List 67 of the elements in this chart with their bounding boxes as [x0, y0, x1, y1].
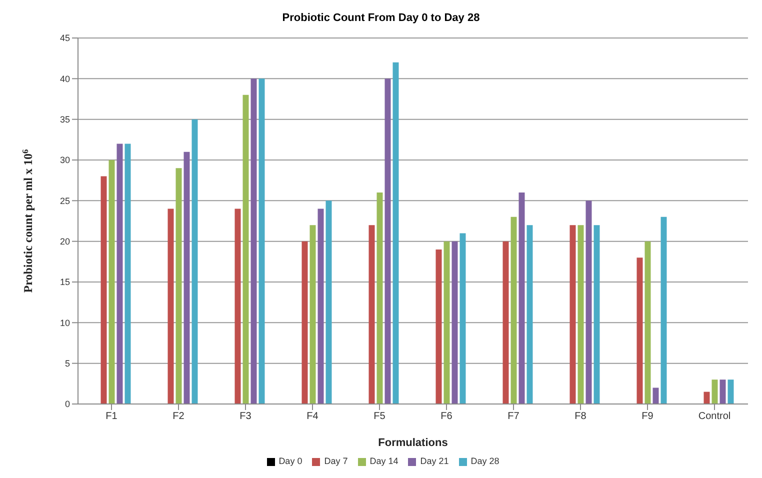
bar: [124, 144, 131, 404]
bar: [704, 392, 710, 404]
y-tick-label: 5: [64, 358, 70, 369]
bar: [302, 241, 308, 404]
y-tick-label: 25: [60, 196, 70, 206]
bar: [578, 225, 584, 404]
bar: [644, 241, 651, 404]
bar: [234, 208, 241, 404]
bar: [108, 160, 115, 404]
y-tick-label: 10: [60, 318, 70, 328]
x-tick-label: F5: [374, 411, 386, 422]
bar: [250, 78, 257, 404]
bar: [116, 144, 123, 404]
y-tick-label: 0: [64, 399, 70, 410]
bar: [326, 200, 332, 404]
bar: [384, 78, 391, 404]
bar: [376, 192, 383, 404]
x-tick-label: F3: [240, 411, 252, 422]
bar: [392, 62, 399, 404]
bar: [184, 152, 190, 404]
legend-label: Day 21: [420, 456, 449, 466]
bar: [660, 216, 667, 404]
bar: [586, 200, 592, 404]
y-tick-label: 15: [60, 277, 70, 288]
bar: [720, 380, 726, 404]
x-tick-label: F8: [574, 411, 587, 422]
bar: [460, 233, 466, 404]
bar: [652, 388, 659, 404]
bar: [310, 225, 316, 404]
x-tick-label: F7: [508, 411, 520, 422]
x-tick-label: F2: [172, 411, 185, 422]
bar: [636, 258, 643, 404]
legend-label: Day 7: [324, 456, 348, 466]
bar: [444, 241, 450, 404]
bar: [594, 225, 600, 404]
y-tick-label: 20: [60, 236, 70, 247]
bar: [168, 208, 174, 404]
bar: [570, 225, 576, 404]
x-tick-label: F1: [106, 411, 118, 422]
bar: [452, 241, 458, 404]
bar: [510, 216, 517, 404]
legend-label: Day 28: [470, 456, 500, 466]
bar: [258, 78, 265, 404]
bar: [526, 225, 533, 404]
bar: [368, 225, 375, 404]
y-tick-label: 35: [60, 114, 70, 125]
bar: [712, 380, 718, 404]
y-tick-label: 40: [60, 74, 70, 84]
x-tick-label: F6: [440, 411, 453, 422]
x-tick-label: F4: [306, 411, 319, 422]
bar: [192, 119, 198, 404]
bar: [242, 94, 249, 404]
x-tick-label: F9: [642, 411, 654, 422]
x-tick-label: Control: [698, 411, 731, 422]
bar: [176, 168, 182, 404]
legend-label: Day 0: [278, 456, 302, 466]
y-tick-label: 45: [60, 33, 70, 44]
bar: [318, 208, 324, 404]
bar: [728, 380, 734, 404]
bar: [502, 241, 509, 404]
bar: [436, 249, 442, 404]
x-axis-title: Formulations: [378, 437, 448, 449]
chart-title: Probiotic Count From Day 0 to Day 28: [281, 11, 481, 26]
bar: [518, 192, 525, 404]
legend-label: Day 14: [370, 456, 398, 466]
y-tick-label: 30: [60, 155, 70, 166]
bar: [100, 176, 107, 404]
